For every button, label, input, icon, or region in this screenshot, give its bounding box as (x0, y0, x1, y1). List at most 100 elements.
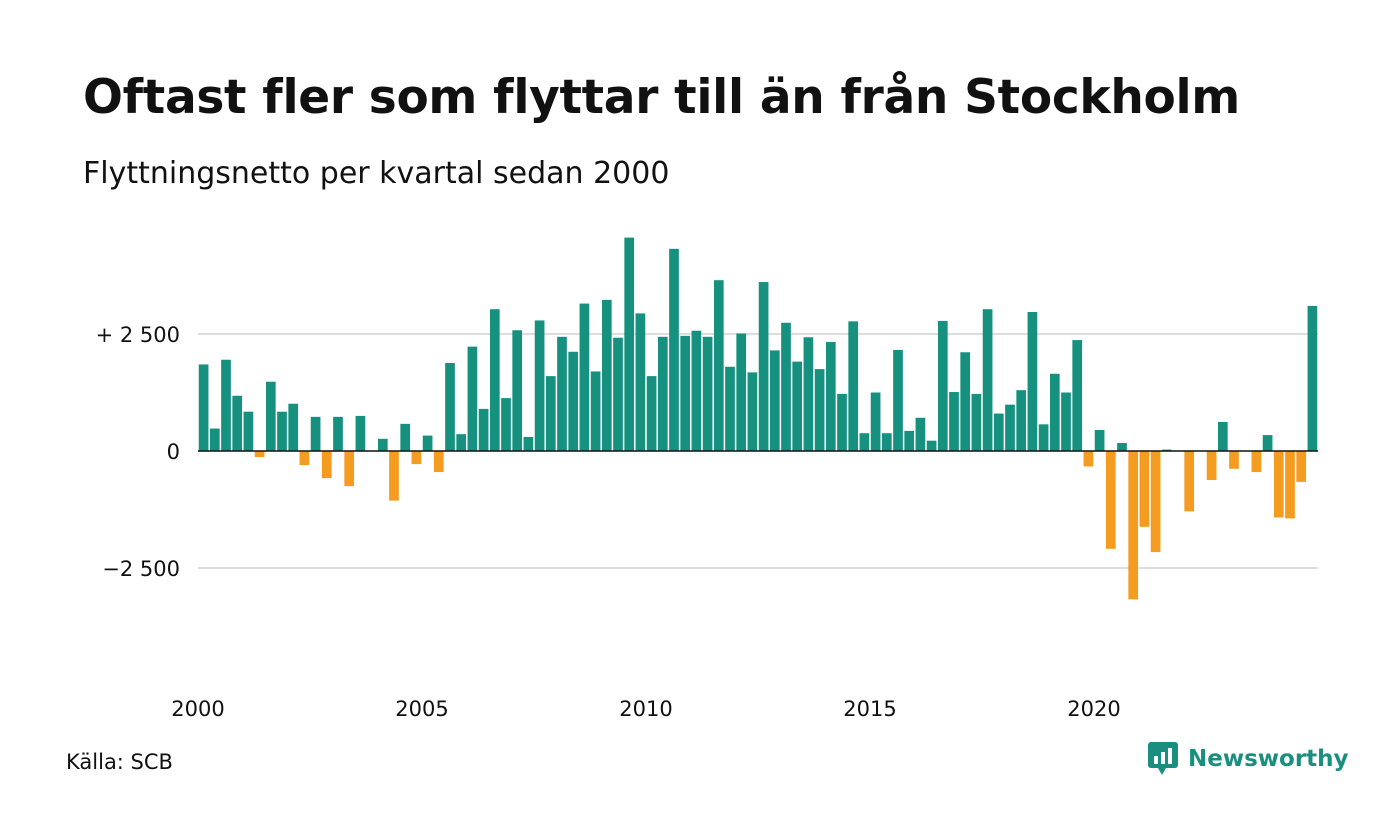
bar (915, 417, 926, 451)
bar (803, 337, 814, 451)
bar (1139, 451, 1150, 527)
bar (837, 393, 847, 451)
bar (456, 434, 467, 451)
bar (579, 303, 590, 451)
bar (758, 282, 769, 451)
bar (1016, 390, 1027, 451)
bar (489, 309, 500, 451)
bar (792, 361, 803, 451)
bar (299, 451, 310, 466)
bar (926, 440, 937, 451)
bar (601, 299, 612, 451)
bar (680, 335, 691, 451)
newsworthy-logo-icon (1148, 742, 1178, 775)
y-tick-label: −2 500 (102, 557, 180, 581)
bar (1128, 451, 1139, 600)
bar (971, 393, 982, 451)
bar (893, 349, 903, 451)
bar (277, 411, 287, 451)
bar (859, 433, 870, 451)
bar (736, 333, 747, 451)
bar (993, 413, 1004, 451)
bar (1072, 340, 1083, 451)
bar (1296, 451, 1307, 482)
bar (1184, 451, 1195, 512)
bar (310, 416, 321, 451)
bar (445, 363, 455, 451)
bar (691, 330, 702, 451)
bar-chart: + 2 500 0 −2 500 2000 2005 2010 2015 2020 (96, 237, 1318, 721)
bar (769, 350, 780, 451)
bar (825, 341, 836, 451)
bar (1206, 451, 1217, 481)
bar (523, 436, 534, 451)
source-note: Källa: SCB (66, 750, 173, 774)
bar (557, 336, 567, 451)
bar (209, 428, 220, 451)
x-tick-label: 2020 (1067, 697, 1120, 721)
bar (1251, 451, 1262, 473)
bar (400, 423, 411, 451)
bar (881, 433, 892, 451)
bar (232, 395, 243, 451)
bar (1083, 451, 1094, 467)
bar (501, 398, 511, 451)
bar (904, 430, 915, 451)
bar (1005, 404, 1015, 451)
bar (198, 364, 209, 451)
bar (590, 371, 601, 451)
bar (646, 376, 657, 451)
bar (1217, 421, 1228, 451)
bar (221, 359, 231, 451)
bar (848, 321, 859, 451)
bar (265, 381, 276, 451)
bar (702, 336, 713, 451)
bar (321, 451, 332, 479)
bar (1285, 451, 1295, 519)
bar (1117, 443, 1127, 451)
bar (1094, 429, 1105, 451)
x-tick-label: 2000 (171, 697, 224, 721)
bar (657, 336, 668, 451)
bar (1273, 451, 1284, 518)
bar (982, 309, 993, 451)
bar (243, 411, 254, 451)
bar (288, 403, 299, 451)
bar (467, 346, 478, 451)
bar (624, 237, 635, 451)
brand-name: Newsworthy (1188, 746, 1349, 772)
bar (669, 248, 679, 451)
bar (937, 320, 948, 451)
bar (344, 451, 355, 487)
bar (411, 451, 422, 465)
y-tick-label: 0 (167, 440, 180, 464)
bar (870, 392, 881, 451)
bar (725, 366, 735, 451)
bar (1307, 305, 1318, 451)
bar (613, 337, 623, 451)
chart-subtitle: Flyttningsnetto per kvartal sedan 2000 (83, 156, 670, 191)
bar (545, 376, 556, 451)
bar (949, 392, 959, 451)
bar (1061, 392, 1071, 451)
bar (1229, 451, 1239, 469)
bar (389, 451, 399, 501)
bar (433, 451, 444, 473)
x-tick-label: 2010 (619, 697, 672, 721)
chart-title: Oftast fler som flyttar till än från Sto… (83, 70, 1240, 125)
bar (422, 435, 433, 451)
bar (355, 415, 366, 451)
bar (534, 320, 545, 451)
bar (1262, 435, 1273, 451)
bar (713, 280, 724, 451)
y-tick-label: + 2 500 (96, 323, 180, 347)
bar (960, 352, 971, 451)
bar (1150, 451, 1161, 553)
bar (1038, 424, 1049, 451)
bar (1105, 451, 1116, 549)
bar (568, 351, 579, 451)
brand-logo: Newsworthy (1148, 742, 1349, 776)
bar (1027, 312, 1038, 451)
bar (512, 330, 523, 451)
bar (781, 322, 791, 451)
